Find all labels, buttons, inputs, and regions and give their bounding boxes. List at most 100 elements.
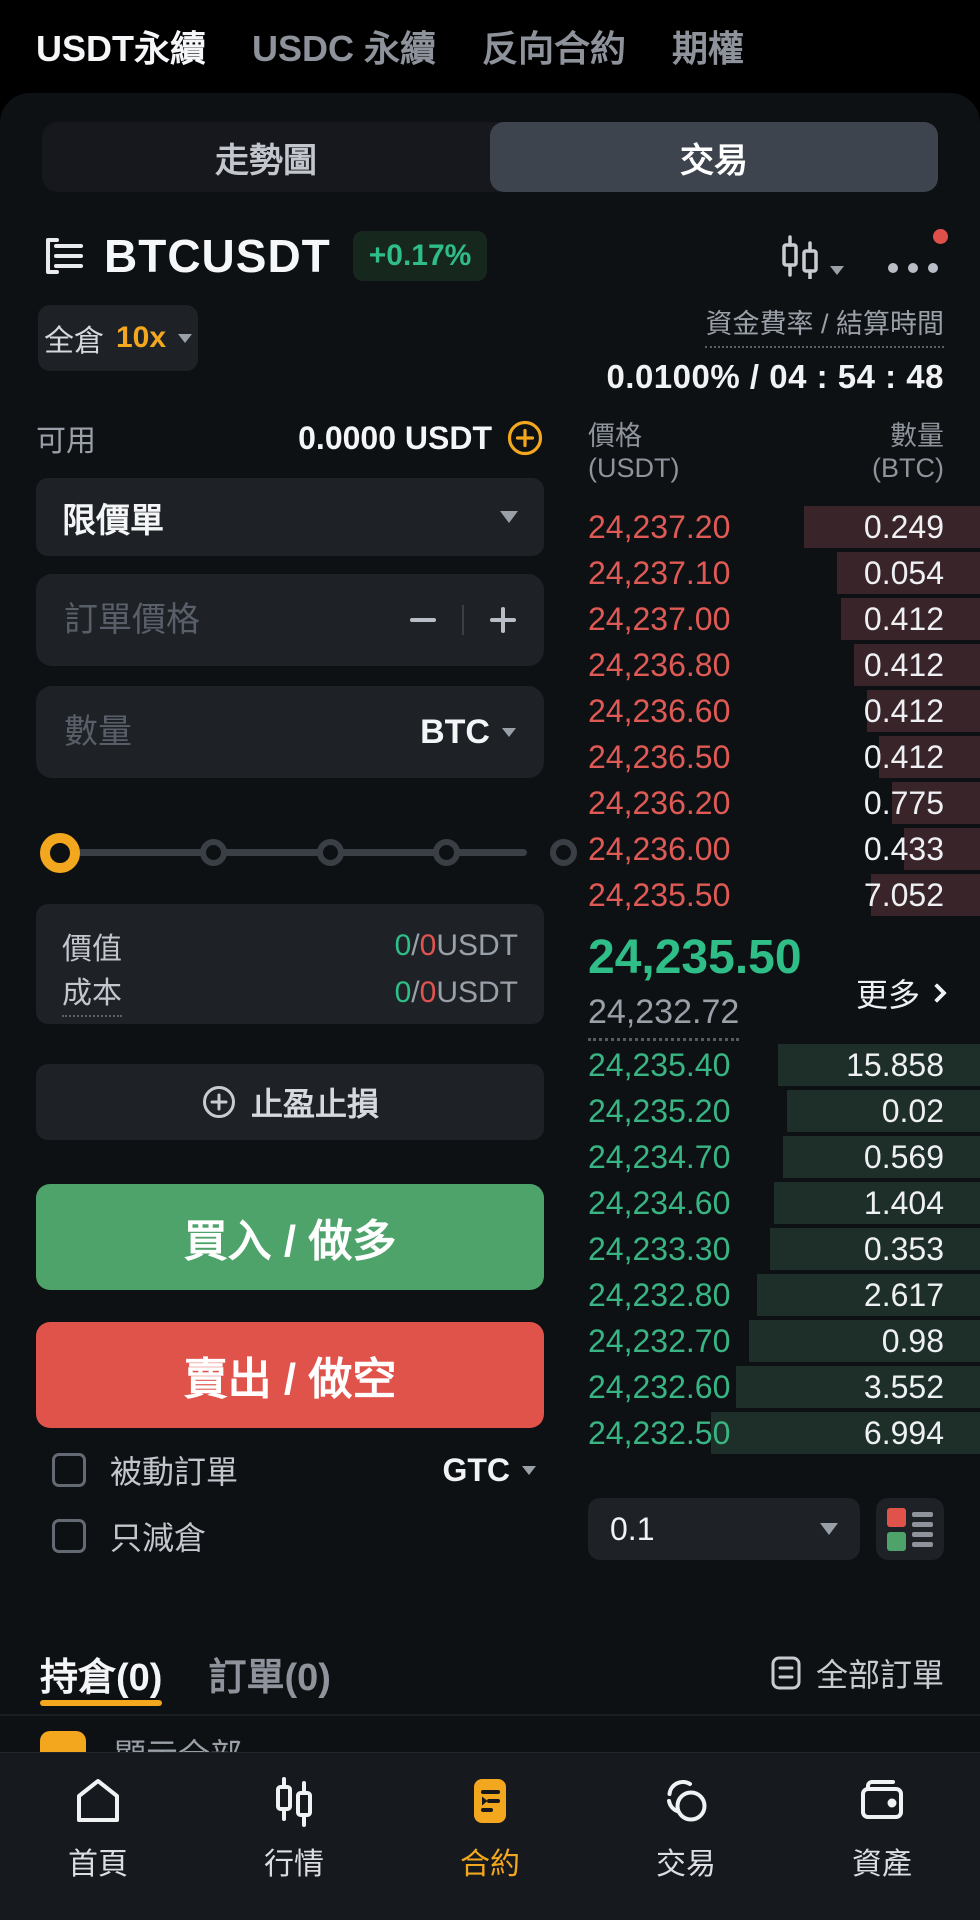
bid-depth-bar xyxy=(786,1090,980,1132)
slider-handle[interactable] xyxy=(40,833,80,873)
nav-home[interactable]: 首頁 xyxy=(0,1753,196,1920)
slider-step-50[interactable] xyxy=(317,839,344,866)
bid-row[interactable]: 24,234.60 1.404 xyxy=(560,1180,980,1226)
order-size-slider[interactable] xyxy=(36,826,577,878)
tpsl-button[interactable]: 止盈止損 xyxy=(36,1064,544,1140)
active-tab-indicator xyxy=(40,1700,162,1706)
unit-value: BTC xyxy=(420,712,490,751)
ask-qty: 0.433 xyxy=(863,830,944,867)
tab-usdc-perpetual[interactable]: USDC 永續 xyxy=(252,28,437,69)
ellipsis-icon xyxy=(888,263,938,273)
tab-inverse-contracts[interactable]: 反向合約 xyxy=(482,28,627,69)
tick-size-select[interactable]: 0.1 xyxy=(588,1498,860,1560)
tab-options[interactable]: 期權 xyxy=(672,28,745,69)
more-menu-button[interactable] xyxy=(888,229,948,279)
ask-row[interactable]: 24,235.50 7.052 xyxy=(560,872,980,918)
chevron-down-icon xyxy=(830,266,844,275)
all-orders-button[interactable]: 全部訂單 xyxy=(770,1650,944,1696)
qty-unit: (BTC) xyxy=(872,453,944,483)
ask-depth-bar xyxy=(854,644,980,686)
ask-price: 24,236.50 xyxy=(588,738,731,775)
ask-row[interactable]: 24,236.60 0.412 xyxy=(560,688,980,734)
bid-row[interactable]: 24,234.70 0.569 xyxy=(560,1134,980,1180)
quantity-input[interactable] xyxy=(64,712,421,752)
positions-orders-bar: 持倉(0) 訂單(0) 全部訂單 xyxy=(40,1645,944,1701)
bid-price: 24,232.50 xyxy=(588,1414,731,1451)
ask-row[interactable]: 24,236.80 0.412 xyxy=(560,642,980,688)
chevron-down-icon xyxy=(522,1465,536,1475)
ask-price: 24,235.50 xyxy=(588,876,731,913)
tab-usdt-perpetual[interactable]: USDT永續 xyxy=(36,28,206,69)
tab-orders[interactable]: 訂單(0) xyxy=(208,1656,331,1699)
quantity-field: BTC xyxy=(36,686,544,778)
deposit-button[interactable] xyxy=(506,419,544,457)
order-list-icon xyxy=(771,1656,801,1690)
unit-select[interactable]: BTC xyxy=(420,713,516,752)
tif-select[interactable]: GTC xyxy=(442,1452,536,1489)
order-value-row: 價值 0/0USDT xyxy=(62,924,518,968)
ask-row[interactable]: 24,237.20 0.249 xyxy=(560,504,980,550)
nav-trade[interactable]: 交易 xyxy=(588,1753,784,1920)
bid-price: 24,235.20 xyxy=(588,1092,731,1129)
symbol-title[interactable]: BTCUSDT xyxy=(104,230,331,282)
convert-icon xyxy=(667,1780,707,1822)
ask-qty: 0.412 xyxy=(863,600,944,637)
nav-markets[interactable]: 行情 xyxy=(196,1753,392,1920)
bid-price: 24,232.80 xyxy=(588,1276,731,1313)
ask-row[interactable]: 24,236.50 0.412 xyxy=(560,734,980,780)
bid-row[interactable]: 24,235.40 15.858 xyxy=(560,1042,980,1088)
bid-qty: 0.02 xyxy=(881,1092,944,1129)
book-layout-button[interactable] xyxy=(876,1498,944,1560)
bid-row[interactable]: 24,233.30 0.353 xyxy=(560,1226,980,1272)
nav-label: 合約 xyxy=(460,1848,520,1881)
post-only-row: 被動訂單 GTC xyxy=(52,1448,544,1492)
nav-assets[interactable]: 資產 xyxy=(784,1753,980,1920)
cost-label: 成本 xyxy=(62,968,122,1017)
funding-countdown: 0.0100% / 04 : 54 : 48 xyxy=(606,358,944,395)
more-label: 更多 xyxy=(855,977,920,1013)
slider-step-100[interactable] xyxy=(550,839,577,866)
bid-row[interactable]: 24,232.60 3.552 xyxy=(560,1364,980,1410)
bid-row[interactable]: 24,232.70 0.98 xyxy=(560,1318,980,1364)
bid-row[interactable]: 24,232.50 6.994 xyxy=(560,1410,980,1456)
slash: / xyxy=(411,929,420,962)
ask-row[interactable]: 24,237.00 0.412 xyxy=(560,596,980,642)
bid-row[interactable]: 24,235.20 0.02 xyxy=(560,1088,980,1134)
tab-chart[interactable]: 走勢圖 xyxy=(215,141,317,180)
chart-style-button[interactable] xyxy=(778,233,844,279)
buy-long-button[interactable]: 買入 / 做多 xyxy=(36,1184,544,1290)
tab-positions[interactable]: 持倉(0) xyxy=(40,1656,163,1699)
slider-step-25[interactable] xyxy=(200,839,227,866)
margin-leverage-button[interactable]: 全倉 10x xyxy=(38,305,198,371)
ask-qty: 0.412 xyxy=(863,692,944,729)
bid-row[interactable]: 24,232.80 2.617 xyxy=(560,1272,980,1318)
slider-track[interactable] xyxy=(60,849,527,856)
more-depth-button[interactable]: 更多 xyxy=(855,970,947,1016)
reduce-only-label: 只減倉 xyxy=(110,1520,207,1556)
post-only-checkbox[interactable] xyxy=(52,1453,86,1487)
orderbook-bids: 24,235.40 15.858 24,235.20 0.02 24,234.70 0… xyxy=(560,1042,980,1456)
ask-row[interactable]: 24,237.10 0.054 xyxy=(560,550,980,596)
ask-price: 24,237.20 xyxy=(588,508,731,545)
ask-depth-bar xyxy=(891,782,980,824)
slider-step-75[interactable] xyxy=(433,839,460,866)
funding-label: 資金費率 / 結算時間 xyxy=(705,302,944,348)
nav-contracts[interactable]: 合約 xyxy=(392,1753,588,1920)
chevron-down-icon xyxy=(500,511,518,523)
ask-depth-bar xyxy=(870,874,980,916)
sell-short-button[interactable]: 賣出 / 做空 xyxy=(36,1322,544,1428)
reduce-only-checkbox[interactable] xyxy=(52,1519,86,1553)
book-layout-icon xyxy=(912,1511,933,1547)
tab-trade[interactable]: 交易 xyxy=(490,122,938,192)
instrument-list-icon[interactable] xyxy=(40,232,88,280)
decrease-price-button[interactable] xyxy=(410,618,436,622)
increase-price-button[interactable] xyxy=(490,607,516,633)
ask-row[interactable]: 24,236.20 0.775 xyxy=(560,780,980,826)
plus-circle-icon xyxy=(202,1086,235,1118)
order-type-select[interactable]: 限價單 xyxy=(36,478,544,556)
ask-row[interactable]: 24,236.00 0.433 xyxy=(560,826,980,872)
chevron-down-icon xyxy=(502,727,516,737)
home-icon xyxy=(77,1779,119,1822)
order-price-input[interactable] xyxy=(64,600,410,640)
bid-depth-bar xyxy=(774,1182,980,1224)
